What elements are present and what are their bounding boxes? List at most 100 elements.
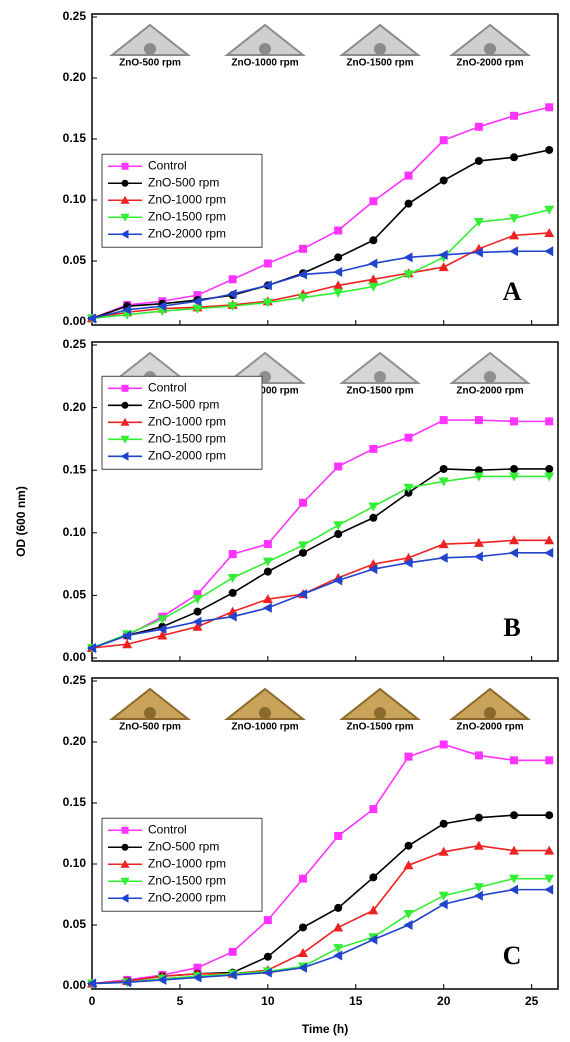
image-label: ZnO-1500 rpm: [346, 58, 413, 69]
y-tick-label: 0.25: [63, 337, 87, 351]
sample-spot: [259, 43, 271, 55]
series-line: [91, 419, 550, 649]
x-tick-label: 10: [261, 994, 275, 1008]
image-label: ZnO-1000 rpm: [231, 386, 298, 397]
legend-label: ZnO-500 rpm: [148, 175, 219, 189]
sample-spot: [484, 707, 496, 719]
marker: [403, 483, 414, 493]
marker: [404, 488, 413, 497]
marker: [438, 262, 449, 272]
marker: [192, 616, 202, 627]
image-label: ZnO-1500 rpm: [346, 722, 413, 733]
marker: [510, 111, 519, 120]
legend-marker: [120, 229, 129, 239]
marker: [368, 564, 378, 575]
marker: [299, 244, 308, 253]
marker: [157, 630, 168, 640]
marker: [157, 624, 167, 635]
y-tick-label: 0.00: [63, 978, 87, 992]
marker: [368, 258, 378, 269]
series-line: [91, 552, 550, 649]
plot-frame: [91, 677, 559, 990]
marker: [545, 145, 554, 154]
marker: [473, 472, 484, 482]
plot-frame: [91, 13, 559, 326]
marker: [439, 464, 448, 473]
marker: [193, 291, 202, 300]
marker: [368, 934, 378, 945]
marker: [298, 589, 308, 600]
legend-marker: [120, 893, 129, 903]
sample-spot: [374, 371, 386, 383]
series-line: [91, 475, 550, 649]
marker: [227, 302, 238, 312]
y-tick-label: 0.10: [63, 192, 87, 206]
marker: [228, 947, 237, 956]
marker: [510, 417, 519, 426]
marker: [474, 416, 483, 425]
sample-spot: [259, 707, 271, 719]
image-label: ZnO-2000 rpm: [456, 722, 523, 733]
y-tick-label: 0.15: [63, 462, 87, 476]
image-label: ZnO-1000 rpm: [231, 58, 298, 69]
marker: [299, 498, 308, 507]
legend-label: Control: [148, 822, 187, 836]
series-line: [91, 888, 550, 985]
marker: [509, 214, 520, 224]
marker: [544, 535, 555, 545]
series-line: [91, 106, 550, 320]
marker: [368, 905, 379, 915]
panel-label: B: [503, 613, 520, 642]
y-tick-label: 0.10: [63, 856, 87, 870]
marker: [509, 845, 520, 855]
marker: [403, 860, 414, 870]
sample-spot: [484, 43, 496, 55]
marker: [544, 845, 555, 855]
x-tick-label: 15: [349, 994, 363, 1008]
marker: [474, 813, 483, 822]
image-label: ZnO-2000 rpm: [456, 58, 523, 69]
x-axis-label: Time (h): [302, 1022, 348, 1036]
marker: [544, 874, 555, 884]
legend-marker: [120, 451, 129, 461]
sample-spot: [374, 707, 386, 719]
marker: [403, 920, 413, 930]
y-tick-label: 0.25: [63, 9, 87, 23]
plot-frame: [91, 341, 559, 662]
marker: [509, 547, 519, 558]
marker: [157, 301, 167, 312]
marker: [334, 462, 343, 471]
marker: [404, 199, 413, 208]
y-tick-label: 0.00: [63, 650, 87, 664]
marker: [439, 819, 448, 828]
marker: [193, 590, 202, 599]
marker: [439, 740, 448, 749]
marker: [122, 639, 133, 649]
marker: [404, 752, 413, 761]
marker: [369, 513, 378, 522]
marker: [404, 433, 413, 442]
marker: [473, 890, 483, 901]
marker: [263, 916, 272, 925]
y-tick-label: 0.25: [63, 673, 87, 687]
marker: [193, 963, 202, 972]
legend-marker: [120, 435, 130, 444]
marker: [509, 230, 520, 240]
marker: [509, 472, 520, 482]
marker: [87, 642, 96, 653]
legend-marker: [121, 826, 129, 834]
y-tick-label: 0.20: [63, 70, 87, 84]
marker: [192, 296, 202, 307]
marker: [263, 259, 272, 268]
y-tick-label: 0.15: [63, 131, 87, 145]
legend-label: ZnO-1000 rpm: [148, 414, 226, 428]
marker: [473, 537, 484, 547]
marker: [333, 950, 343, 961]
x-tick-label: 20: [437, 994, 451, 1008]
y-axis-label: OD (600 nm): [14, 486, 28, 557]
marker: [369, 873, 378, 882]
marker: [404, 841, 413, 850]
marker: [510, 811, 519, 820]
marker: [192, 304, 203, 314]
